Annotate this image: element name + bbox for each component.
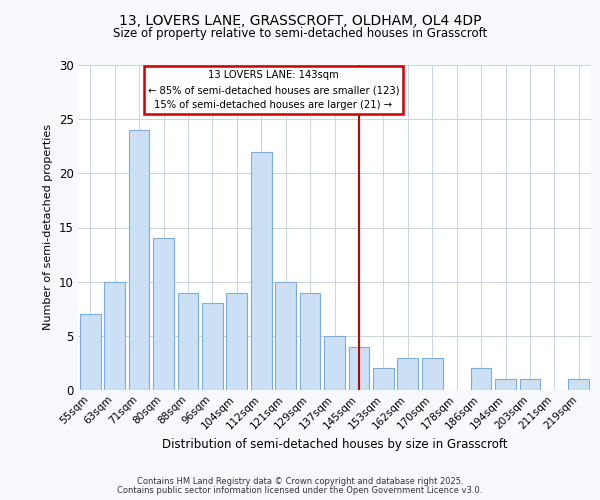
- Bar: [178, 292, 199, 390]
- Bar: [128, 130, 149, 390]
- Bar: [324, 336, 345, 390]
- Text: Contains HM Land Registry data © Crown copyright and database right 2025.: Contains HM Land Registry data © Crown c…: [137, 477, 463, 486]
- Bar: [349, 346, 370, 390]
- Bar: [470, 368, 491, 390]
- Bar: [202, 304, 223, 390]
- Bar: [80, 314, 101, 390]
- Text: Size of property relative to semi-detached houses in Grasscroft: Size of property relative to semi-detach…: [113, 28, 487, 40]
- Bar: [568, 379, 589, 390]
- Bar: [373, 368, 394, 390]
- Bar: [251, 152, 272, 390]
- Text: Contains public sector information licensed under the Open Government Licence v3: Contains public sector information licen…: [118, 486, 482, 495]
- Text: 13 LOVERS LANE: 143sqm
← 85% of semi-detached houses are smaller (123)
15% of se: 13 LOVERS LANE: 143sqm ← 85% of semi-det…: [148, 70, 399, 110]
- X-axis label: Distribution of semi-detached houses by size in Grasscroft: Distribution of semi-detached houses by …: [162, 438, 507, 451]
- Bar: [153, 238, 174, 390]
- Bar: [422, 358, 443, 390]
- Bar: [299, 292, 320, 390]
- Bar: [275, 282, 296, 390]
- Y-axis label: Number of semi-detached properties: Number of semi-detached properties: [43, 124, 53, 330]
- Bar: [226, 292, 247, 390]
- Bar: [520, 379, 541, 390]
- Bar: [495, 379, 516, 390]
- Bar: [397, 358, 418, 390]
- Bar: [104, 282, 125, 390]
- Text: 13, LOVERS LANE, GRASSCROFT, OLDHAM, OL4 4DP: 13, LOVERS LANE, GRASSCROFT, OLDHAM, OL4…: [119, 14, 481, 28]
